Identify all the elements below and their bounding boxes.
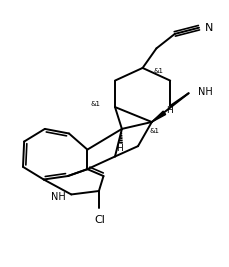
Text: &1: &1 xyxy=(148,128,158,134)
Text: NH: NH xyxy=(51,192,66,202)
Text: H: H xyxy=(165,107,172,115)
Text: H: H xyxy=(116,144,123,153)
Text: Cl: Cl xyxy=(94,215,105,225)
Text: NH: NH xyxy=(198,87,212,97)
Text: &1: &1 xyxy=(153,68,163,74)
Text: N: N xyxy=(204,23,212,33)
Polygon shape xyxy=(151,111,165,122)
Text: &1: &1 xyxy=(90,101,100,107)
